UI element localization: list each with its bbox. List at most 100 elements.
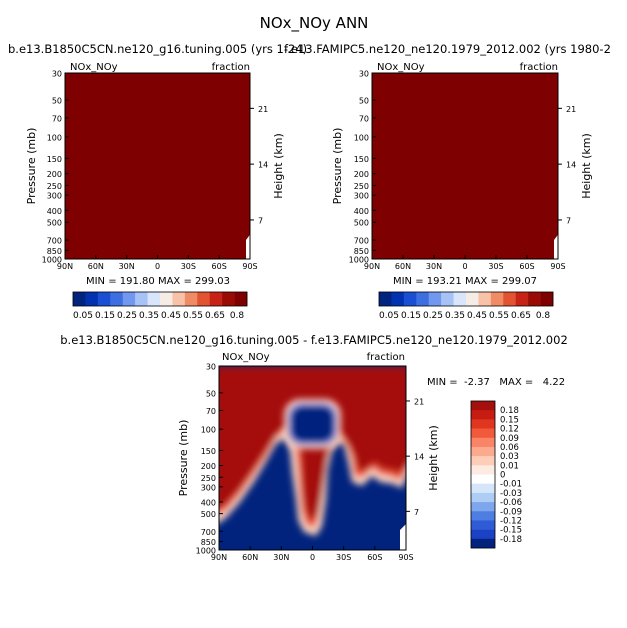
panel-1-axes: 305070100150200250300400500700850100090N… (42, 70, 269, 272)
panel-1-ylabel: Pressure (mb) (25, 128, 38, 205)
y-tick-label: 400 (354, 207, 369, 216)
panel-2-plot-area (372, 73, 558, 259)
colorbar-swatch (234, 292, 248, 306)
x-tick-label: 30S (181, 262, 196, 271)
y-tick-label: 1000 (349, 256, 369, 265)
colorbar-swatch (503, 292, 517, 306)
colorbar-label: 0.05 (379, 311, 399, 321)
x-tick-label: 0 (310, 553, 315, 562)
panel-1-title: b.e13.B1850C5CN.ne120_g16.tuning.005 (yr… (8, 42, 307, 56)
colorbar-label: 0.55 (489, 311, 509, 321)
colorbar-swatch (428, 292, 442, 306)
colorbar-swatch (471, 511, 495, 521)
y-tick-label: 30 (52, 70, 62, 79)
x-tick-label: 60N (88, 262, 104, 271)
panel-3-axes: 305070100150200250300400500700850100090N… (196, 363, 425, 563)
colorbar-label: 0 (500, 471, 505, 481)
y-tick-label: 50 (52, 97, 62, 106)
colorbar-swatch (471, 483, 495, 494)
x-tick-label: 90N (211, 553, 227, 562)
panel-2-stats: MIN = 193.21 MAX = 299.07 (393, 276, 537, 287)
panel-2-variable: NOx_NOy (377, 62, 425, 73)
colorbar-label: 0.8 (536, 311, 551, 321)
colorbar-label: 0.06 (500, 443, 519, 453)
y-tick-label: 500 (47, 219, 62, 228)
colorbar-swatch (209, 292, 223, 306)
colorbar-swatch (416, 292, 430, 306)
y-tick-label: 200 (201, 462, 216, 471)
y-tick-label: 850 (354, 247, 369, 256)
colorbar-label: -0.03 (500, 489, 522, 499)
y-tick-label: 700 (47, 237, 62, 246)
y-tick-label: 300 (201, 483, 216, 492)
colorbar-swatch (184, 292, 198, 306)
colorbar-label: 0.45 (161, 311, 181, 321)
x-tick-label: 90S (550, 262, 565, 271)
y-tick-label: 70 (206, 407, 216, 416)
panel-3-stats: MIN = -2.37 MAX = 4.22 (427, 377, 565, 388)
panel-1-units: fraction (212, 62, 250, 73)
panel-3-cell-core (291, 406, 334, 442)
colorbar-label: -0.12 (500, 516, 522, 526)
colorbar-frame (378, 291, 554, 307)
x-tick-label: 60S (519, 262, 534, 271)
y-right-tick-label: 7 (414, 508, 419, 517)
panel-2-missing-data (554, 234, 558, 259)
panel-1-missing-data (246, 234, 250, 259)
y-right-tick-label: 21 (258, 105, 268, 114)
colorbar-label: 0.18 (500, 406, 519, 416)
colorbar-swatch (478, 292, 492, 306)
colorbar-swatch (97, 292, 111, 306)
y-tick-label: 500 (354, 219, 369, 228)
colorbar-swatch (540, 292, 554, 306)
colorbar-swatch (471, 492, 495, 503)
colorbar-swatch (471, 465, 495, 475)
colorbar-swatch (222, 292, 235, 306)
y-tick-label: 30 (359, 70, 369, 79)
panel-2-ylabel-right: Height (km) (580, 133, 593, 199)
colorbar-label: 0.35 (139, 311, 159, 321)
y-right-tick-label: 7 (566, 216, 571, 225)
colorbar-swatch (471, 520, 495, 530)
colorbar-label: 0.15 (500, 415, 519, 425)
colorbar-swatch (471, 419, 495, 429)
colorbar-swatch (441, 292, 454, 306)
x-tick-label: 30N (273, 553, 289, 562)
panel-2-units: fraction (520, 62, 558, 73)
colorbar-label: 0.05 (73, 311, 93, 321)
panel-1-stats: MIN = 191.80 MAX = 299.03 (86, 276, 230, 287)
x-tick-label: 30N (426, 262, 442, 271)
colorbar-swatch (490, 292, 504, 306)
colorbar-swatch (147, 292, 161, 306)
panel-3: b.e13.B1850C5CN.ne120_g16.tuning.005 - f… (60, 333, 568, 562)
x-tick-label: 90N (57, 262, 73, 271)
colorbar-label: 0.09 (500, 434, 519, 444)
colorbar-swatch (403, 292, 417, 306)
colorbar-label: 0.25 (423, 311, 443, 321)
colorbar-label: 0.65 (205, 311, 225, 321)
panel-3-units: fraction (367, 352, 405, 363)
colorbar-swatch (110, 292, 124, 306)
colorbar-swatch (471, 437, 495, 448)
x-tick-label: 90S (242, 262, 257, 271)
x-tick-label: 0 (155, 262, 160, 271)
y-tick-label: 50 (206, 389, 216, 398)
colorbar-label: 0.03 (500, 452, 519, 462)
y-right-tick-label: 21 (414, 397, 424, 406)
colorbar-swatch (471, 410, 495, 420)
colorbar-swatch (379, 292, 392, 306)
y-tick-label: 300 (354, 192, 369, 201)
colorbar-label: -0.01 (500, 480, 522, 490)
y-tick-label: 100 (47, 133, 62, 142)
x-tick-label: 30S (488, 262, 503, 271)
y-tick-label: 70 (52, 114, 62, 123)
colorbar-swatch (471, 428, 495, 439)
panel-3-blue-cell (284, 399, 341, 449)
y-tick-label: 500 (201, 510, 216, 519)
x-tick-label: 60S (367, 553, 382, 562)
panel-2-colorbar: 0.05 0.15 0.25 0.35 0.45 0.55 0.65 0.8 (378, 291, 554, 321)
colorbar-swatch (453, 292, 467, 306)
colorbar-label: 0.15 (95, 311, 115, 321)
y-tick-label: 250 (354, 182, 369, 191)
panel-3-ylabel: Pressure (mb) (177, 420, 190, 497)
